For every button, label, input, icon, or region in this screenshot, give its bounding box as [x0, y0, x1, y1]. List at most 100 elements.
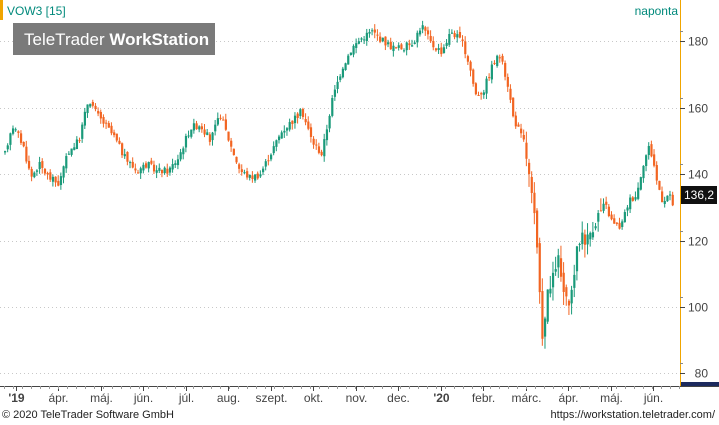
candle: [546, 289, 549, 324]
candle: [671, 191, 674, 207]
candle: [464, 36, 467, 59]
candle: [200, 123, 204, 133]
candle: [192, 118, 196, 134]
candle: [22, 141, 25, 148]
x-tick-label: máj.: [600, 391, 623, 405]
candle: [251, 171, 254, 183]
candle: [557, 248, 560, 278]
candle: [512, 97, 515, 118]
candle: [357, 37, 360, 45]
candle: [594, 222, 597, 231]
y-tick-label: 120: [688, 235, 708, 249]
candle: [506, 73, 509, 92]
x-tick-label: máj.: [90, 391, 113, 405]
horizontal-gridlines: [0, 41, 680, 374]
y-tick-label: 100: [688, 301, 708, 315]
candle: [94, 103, 97, 112]
x-tick-label: szept.: [255, 391, 287, 405]
candle: [27, 155, 31, 171]
candle: [131, 157, 134, 169]
candle: [509, 84, 512, 104]
candle: [19, 130, 23, 145]
candle: [615, 222, 618, 226]
y-tick-label: 180: [688, 35, 708, 49]
y-tick-label: 140: [688, 168, 708, 182]
candle: [448, 28, 451, 47]
candle: [536, 208, 539, 254]
candle: [102, 114, 105, 128]
x-tick-label: febr.: [472, 391, 495, 405]
candle: [25, 140, 28, 164]
candle: [187, 130, 190, 139]
candle: [262, 166, 265, 176]
candle: [224, 113, 227, 131]
symbol-label[interactable]: VOW3 [15]: [7, 4, 66, 18]
candle: [418, 27, 422, 37]
candle: [631, 196, 634, 202]
candle: [626, 204, 629, 217]
candle: [658, 180, 661, 191]
candle: [371, 28, 374, 36]
candle: [653, 149, 656, 168]
x-tick-label: jún.: [133, 391, 153, 405]
candle: [528, 158, 531, 187]
candle: [179, 148, 182, 162]
candle: [293, 112, 297, 129]
candle: [83, 107, 86, 129]
candle: [304, 113, 307, 126]
candle: [445, 39, 448, 49]
candle: [203, 123, 206, 138]
candle: [126, 151, 129, 166]
candle: [105, 119, 108, 129]
candle: [246, 167, 249, 180]
candle: [222, 116, 225, 121]
candle: [296, 112, 299, 124]
y-axis-bottom-marker: [681, 382, 719, 386]
candle: [530, 171, 533, 204]
candle: [461, 35, 464, 47]
candle: [17, 130, 20, 138]
candle: [618, 217, 621, 230]
interval-label[interactable]: naponta: [635, 4, 679, 18]
candle: [208, 132, 212, 146]
candle: [323, 133, 326, 162]
candle: [661, 186, 664, 203]
candle: [642, 165, 645, 183]
candle: [110, 122, 113, 136]
candle: [59, 172, 63, 190]
candle: [163, 166, 166, 175]
candle: [275, 139, 278, 152]
candle: [597, 210, 600, 232]
y-tick-label: 160: [688, 102, 708, 116]
candle: [485, 76, 488, 100]
candle: [288, 118, 291, 132]
candle: [573, 264, 576, 298]
candle: [541, 278, 544, 346]
candle: [309, 123, 313, 143]
candle: [538, 237, 541, 304]
candle: [267, 154, 270, 166]
teletrader-watermark: TeleTrader WorkStation: [13, 23, 215, 55]
copyright-text: © 2020 TeleTrader Software GmbH: [2, 409, 174, 421]
candle: [264, 158, 267, 171]
candle: [376, 29, 379, 41]
candle: [669, 190, 672, 201]
x-tick-label: nov.: [346, 391, 368, 405]
candle: [113, 129, 116, 138]
candle: [137, 169, 140, 174]
source-url-link[interactable]: https://workstation.teletrader.com/: [550, 409, 715, 421]
candle: [655, 161, 658, 185]
candle: [78, 137, 81, 144]
candle: [432, 36, 435, 51]
candle: [240, 164, 243, 176]
candle: [4, 150, 7, 155]
plot-area[interactable]: [0, 0, 680, 386]
candle: [562, 262, 565, 305]
candle: [70, 148, 73, 157]
candle: [565, 284, 568, 306]
candle: [211, 131, 214, 146]
candle: [352, 44, 355, 58]
candle: [355, 38, 358, 54]
candle: [333, 84, 337, 101]
